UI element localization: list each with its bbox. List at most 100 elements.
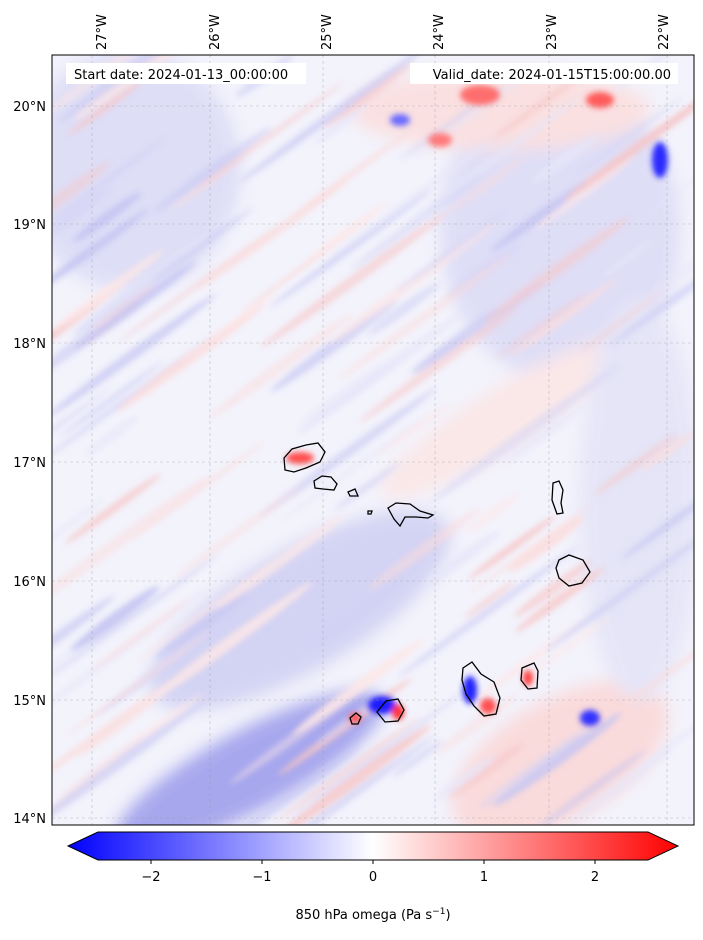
wave-streak	[56, 694, 202, 800]
island-brava	[349, 712, 362, 725]
lat-tick-label: 20°N	[13, 100, 46, 115]
wave-streak	[313, 104, 369, 145]
island-boa-vista	[555, 554, 591, 587]
wave-streak	[52, 700, 206, 825]
lon-tick-label: 26°W	[208, 14, 223, 50]
wave-streak	[546, 523, 694, 651]
wave-streak	[305, 202, 388, 262]
island-santo-antao	[283, 442, 326, 473]
island-santiago	[461, 661, 501, 717]
wave-streak	[52, 249, 165, 331]
wave-streak	[350, 172, 485, 270]
wave-streak	[258, 387, 437, 518]
wave-streak	[580, 603, 694, 737]
colorbar-ticks	[150, 860, 596, 864]
wave-streak	[508, 516, 585, 573]
island-sao-vicente	[313, 475, 338, 491]
wave-streak	[563, 89, 694, 201]
wave-streak	[324, 62, 414, 128]
wave-streak	[334, 462, 400, 511]
valid-date-label: Valid_date: 2024-01-15T15:00:00.00	[433, 68, 671, 83]
colorbar-bar	[66, 831, 680, 861]
wave-streak	[64, 473, 161, 545]
wave-streak	[52, 682, 170, 781]
colorbar-label-close: )	[445, 908, 450, 923]
wave-streak	[537, 750, 646, 825]
wave-streak	[58, 361, 163, 438]
lat-tick-label: 17°N	[13, 456, 46, 471]
wave-streak	[191, 746, 359, 825]
convective-cells	[286, 85, 668, 726]
omega-field: Start date: 2024-01-13_00:00:00 Valid_da…	[52, 55, 694, 825]
map-frame	[51, 54, 695, 826]
wave-streak	[434, 755, 497, 801]
lon-tick-label: 23°W	[545, 14, 560, 50]
wave-streak	[52, 208, 149, 297]
island-fogo	[376, 698, 405, 723]
colorbar: −2 −1 0 1 2 850 hPa omega (Pa s−1)	[66, 831, 680, 923]
wave-streak	[601, 239, 654, 278]
wave-streak	[609, 264, 694, 347]
wave-streak	[496, 291, 588, 359]
wave-streak	[478, 725, 594, 809]
wave-streak	[493, 712, 622, 807]
wave-streak	[52, 162, 110, 230]
wave-streak	[181, 291, 277, 362]
wave-streak	[367, 283, 439, 336]
colorbar-tick-label: −1	[252, 870, 271, 885]
latitude-labels: 20°N 19°N 18°N 17°N 16°N 15°N 14°N	[13, 100, 46, 827]
valid-date-box	[410, 63, 678, 84]
wave-streak	[52, 294, 216, 417]
wave-streak	[52, 553, 220, 679]
wave-streak	[84, 416, 138, 456]
wave-streak	[208, 313, 354, 419]
wave-streak	[330, 133, 502, 259]
lat-tick-label: 16°N	[13, 575, 46, 590]
wave-streak	[490, 179, 590, 252]
colorbar-tick-label: 0	[369, 870, 377, 885]
wave-streak	[644, 167, 694, 217]
wave-streak	[260, 211, 448, 348]
wave-streak	[289, 132, 409, 219]
wave-streak	[313, 580, 402, 646]
graticule	[52, 55, 694, 825]
island-santa-luzia	[347, 488, 359, 497]
wave-streak	[296, 313, 462, 434]
wave-streak	[153, 126, 272, 213]
wave-streak	[67, 80, 144, 136]
wave-streak	[287, 682, 477, 821]
island-sal	[551, 480, 564, 515]
wave-streak	[257, 735, 436, 825]
coastlines	[283, 442, 591, 725]
wave-streak	[337, 253, 512, 381]
wave-streak	[70, 231, 214, 336]
colorbar-tick-label: 2	[591, 870, 599, 885]
wave-streak	[92, 597, 192, 670]
colorbar-tick-label: 1	[480, 870, 488, 885]
wave-streak	[374, 403, 449, 458]
wave-streak	[195, 81, 345, 190]
colorbar-label-main: 850 hPa omega (Pa s	[295, 908, 432, 923]
wave-streak	[465, 492, 521, 534]
lon-tick-label: 27°W	[95, 14, 110, 50]
wave-streak	[52, 498, 105, 550]
wave-streak	[64, 630, 211, 737]
lon-tick-label: 22°W	[657, 14, 672, 50]
wave-streak	[397, 545, 580, 678]
lon-tick-label: 24°W	[432, 14, 447, 50]
start-date-box	[66, 63, 306, 84]
wave-streak	[502, 404, 587, 466]
wave-streak	[269, 189, 432, 308]
wave-streak	[315, 698, 380, 746]
island-sao-nicolau	[387, 502, 435, 528]
wave-streak	[70, 585, 160, 651]
wave-streak	[52, 186, 114, 252]
wave-streaks	[52, 55, 694, 825]
wave-streak	[511, 279, 617, 356]
wave-streak	[394, 209, 509, 293]
wave-streak	[74, 260, 197, 351]
wave-streak	[513, 560, 592, 618]
wave-streak	[392, 739, 444, 778]
